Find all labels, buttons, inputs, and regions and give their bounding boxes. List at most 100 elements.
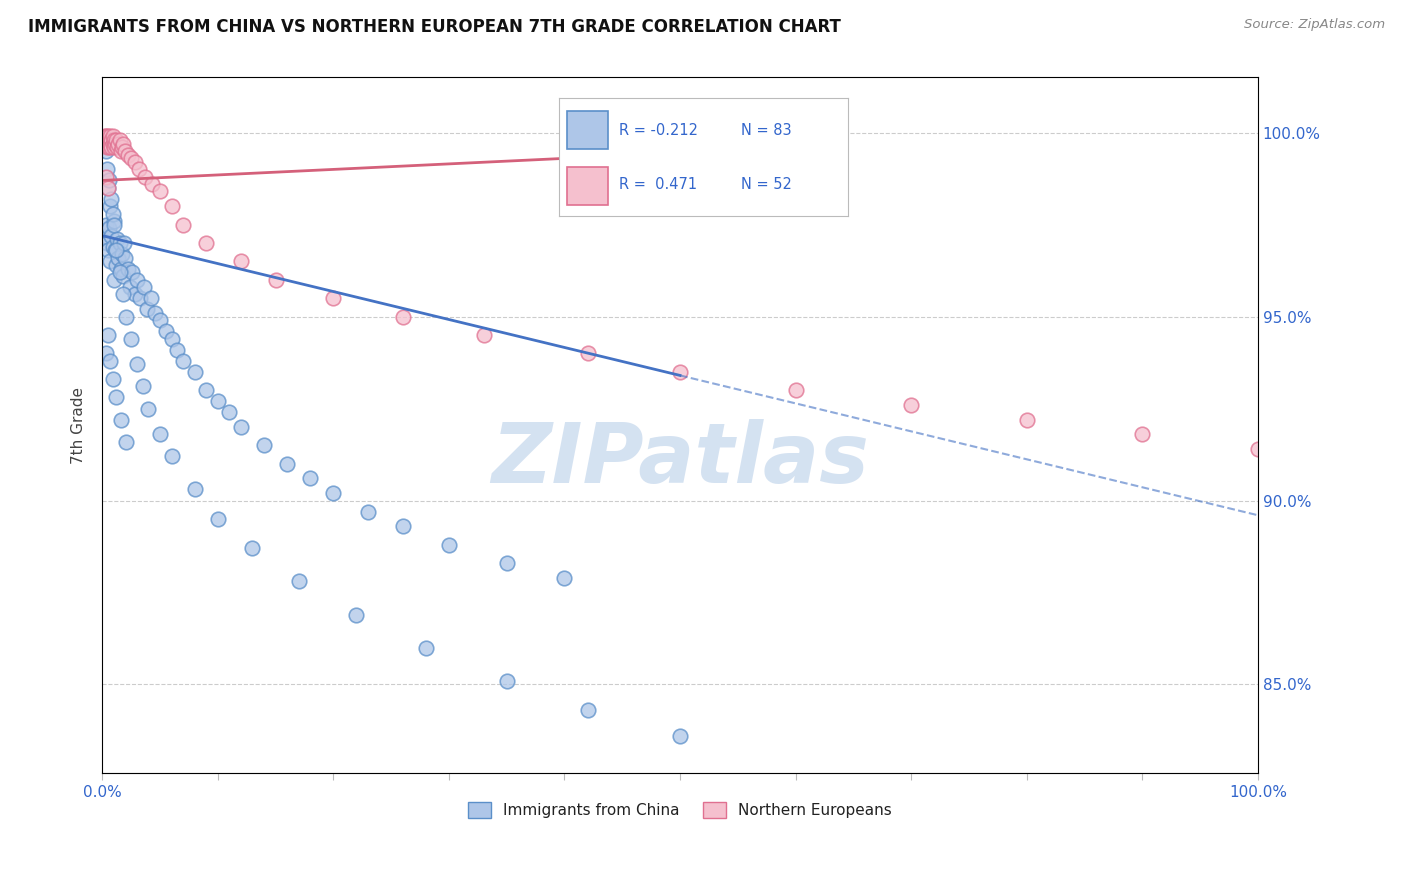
- Point: [669, 365, 692, 379]
- Point: [576, 703, 599, 717]
- Point: [120, 152, 142, 166]
- Point: [96, 162, 118, 177]
- Point: [94, 346, 117, 360]
- Point: [160, 199, 183, 213]
- Point: [98, 173, 121, 187]
- Point: [253, 438, 276, 452]
- Point: [357, 504, 380, 518]
- Point: [785, 383, 807, 397]
- Point: [115, 310, 138, 324]
- Point: [97, 129, 120, 144]
- Point: [166, 343, 188, 357]
- Point: [94, 129, 117, 144]
- Text: ZIPatlas: ZIPatlas: [491, 419, 869, 500]
- Point: [104, 244, 127, 258]
- Point: [96, 133, 118, 147]
- Point: [101, 372, 124, 386]
- Point: [93, 136, 115, 151]
- Point: [108, 235, 131, 250]
- Point: [93, 228, 115, 243]
- Point: [322, 486, 344, 500]
- Point: [136, 302, 159, 317]
- Point: [98, 254, 121, 268]
- Point: [94, 169, 117, 184]
- Point: [107, 136, 129, 151]
- Point: [183, 483, 205, 497]
- Point: [1130, 427, 1153, 442]
- Point: [105, 244, 128, 258]
- Point: [101, 240, 124, 254]
- Point: [111, 136, 134, 151]
- Point: [155, 324, 177, 338]
- Point: [242, 541, 264, 556]
- Point: [553, 571, 575, 585]
- Point: [111, 140, 134, 154]
- Point: [391, 310, 413, 324]
- Point: [346, 607, 368, 622]
- Point: [100, 133, 122, 147]
- Point: [111, 269, 134, 284]
- Point: [322, 291, 344, 305]
- Point: [299, 471, 322, 485]
- Point: [139, 291, 162, 305]
- Point: [107, 251, 129, 265]
- Point: [101, 206, 124, 220]
- Point: [218, 405, 240, 419]
- Point: [900, 398, 922, 412]
- Point: [98, 353, 121, 368]
- Point: [105, 258, 128, 272]
- Point: [495, 673, 517, 688]
- Point: [103, 214, 125, 228]
- Point: [103, 273, 125, 287]
- Point: [125, 273, 148, 287]
- Point: [115, 434, 138, 449]
- Point: [98, 133, 121, 147]
- Point: [117, 261, 139, 276]
- Point: [276, 457, 298, 471]
- Point: [576, 346, 599, 360]
- Point: [96, 235, 118, 250]
- Point: [110, 261, 132, 276]
- Point: [103, 218, 125, 232]
- Point: [103, 140, 125, 154]
- Y-axis label: 7th Grade: 7th Grade: [72, 386, 86, 464]
- Point: [124, 287, 146, 301]
- Point: [149, 427, 172, 442]
- Point: [160, 332, 183, 346]
- Point: [104, 136, 127, 151]
- Point: [97, 136, 120, 151]
- Text: Source: ZipAtlas.com: Source: ZipAtlas.com: [1244, 18, 1385, 31]
- Point: [183, 365, 205, 379]
- Point: [105, 133, 128, 147]
- Point: [114, 144, 136, 158]
- Point: [97, 181, 120, 195]
- Point: [125, 358, 148, 372]
- Point: [103, 133, 125, 147]
- Point: [195, 235, 218, 250]
- Point: [264, 273, 287, 287]
- Point: [229, 254, 252, 268]
- Point: [195, 383, 218, 397]
- Point: [287, 574, 309, 589]
- Point: [100, 140, 122, 154]
- Point: [1015, 412, 1038, 426]
- Point: [100, 192, 122, 206]
- Point: [98, 221, 121, 235]
- Point: [149, 313, 172, 327]
- Point: [128, 162, 150, 177]
- Point: [98, 199, 121, 213]
- Point: [495, 556, 517, 570]
- Point: [472, 328, 495, 343]
- Point: [101, 129, 124, 144]
- Point: [111, 287, 134, 301]
- Point: [93, 129, 115, 144]
- Point: [391, 519, 413, 533]
- Point: [110, 144, 132, 158]
- Point: [98, 136, 121, 151]
- Point: [96, 140, 118, 154]
- Point: [117, 147, 139, 161]
- Point: [121, 265, 143, 279]
- Point: [229, 420, 252, 434]
- Point: [131, 379, 153, 393]
- Point: [120, 332, 142, 346]
